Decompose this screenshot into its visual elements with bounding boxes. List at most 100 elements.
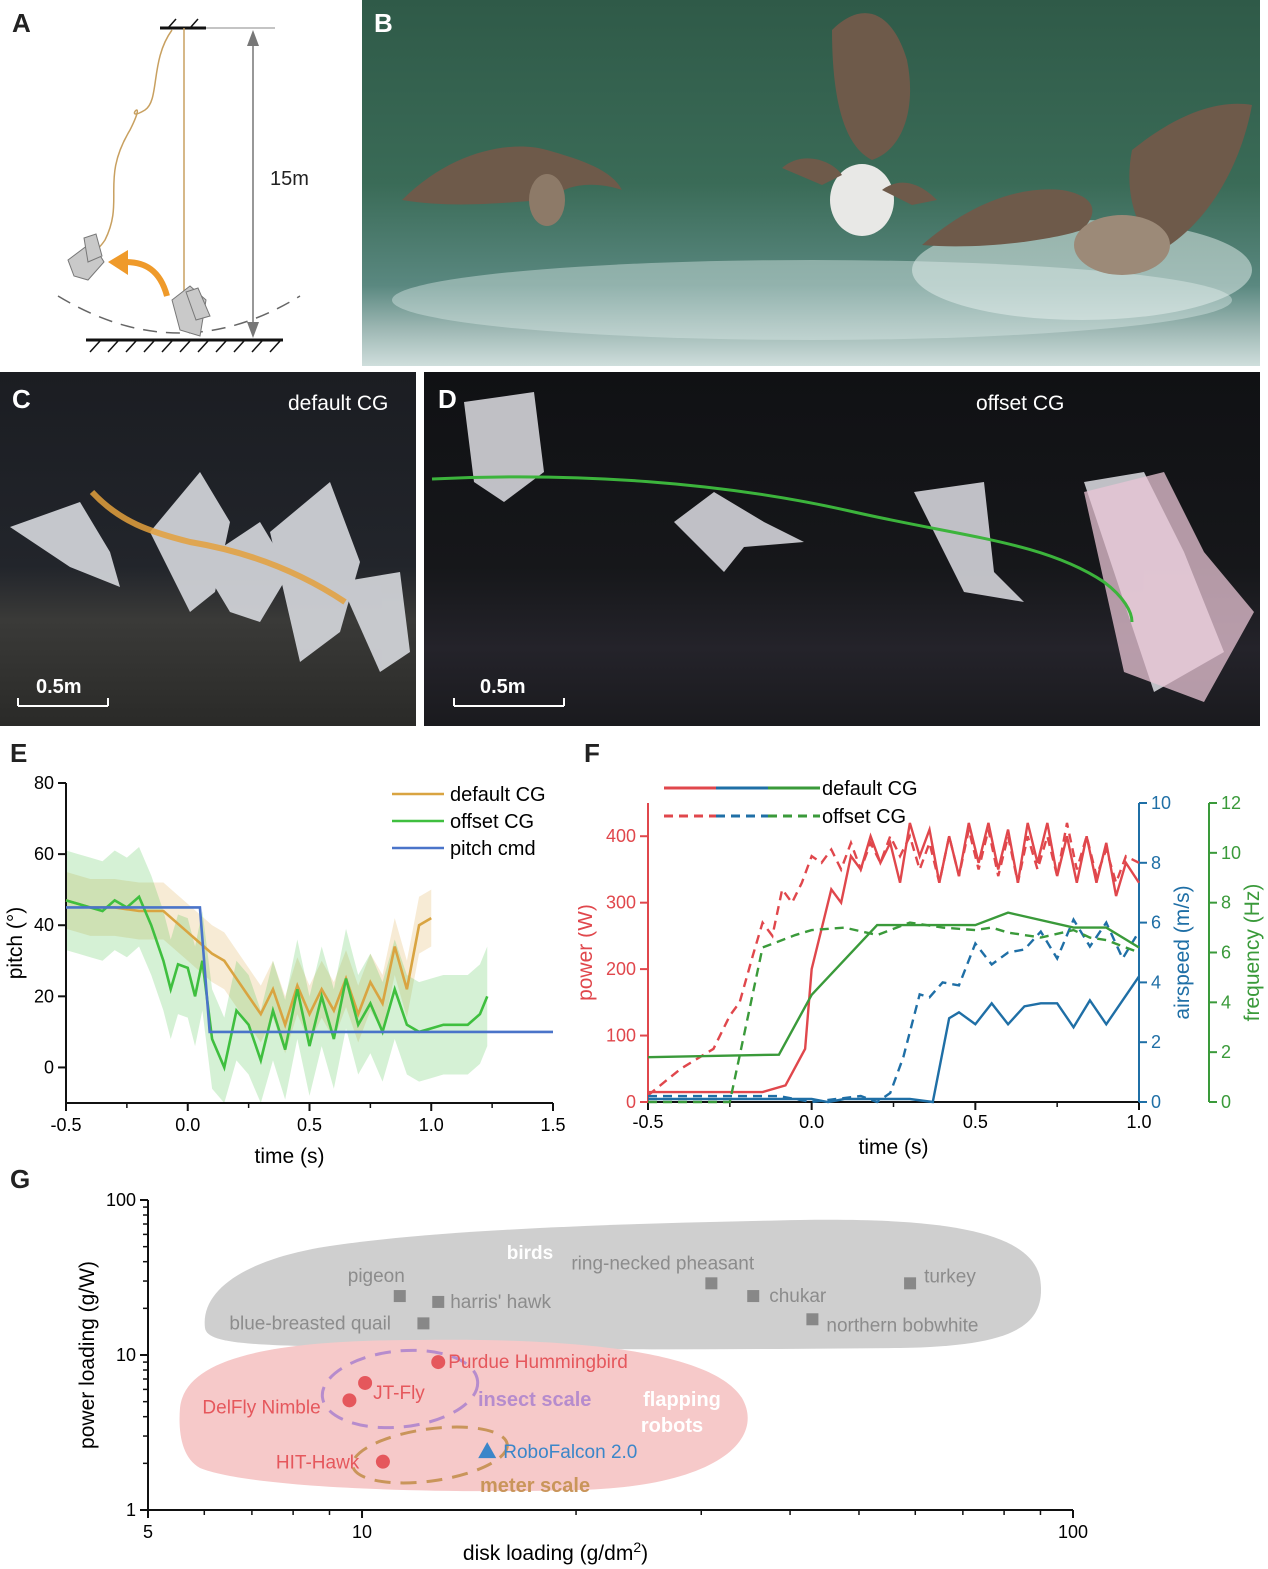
f-tick-power-w: 0 — [626, 1092, 636, 1112]
e-y-tick: 0 — [44, 1057, 54, 1077]
label-ring-necked-pheasant: ring-necked pheasant — [571, 1253, 754, 1274]
label-robofalcon-2-0: RoboFalcon 2.0 — [503, 1442, 637, 1463]
panel-b-photo: B — [362, 0, 1260, 366]
point-turkey — [904, 1277, 917, 1290]
e-x-tick: -0.5 — [50, 1115, 81, 1135]
panel-f-label: F — [584, 738, 600, 768]
f-tick-frequency-hz: 8 — [1221, 893, 1231, 913]
f-x-tick: -0.5 — [632, 1112, 663, 1132]
insect-scale-label: insect scale — [478, 1389, 591, 1411]
loading-scatter-chart: birds flapping robots insect scale meter sca… — [76, 1190, 1088, 1565]
f-tick-airspeed-m-s: 8 — [1151, 853, 1161, 873]
e-legend-label: offset CG — [450, 811, 534, 833]
f-line-default-cg-power — [648, 822, 1141, 1094]
insect-scale-region — [320, 1348, 480, 1430]
g-y-tick: 10 — [116, 1345, 136, 1365]
panel-d-caption: offset CG — [976, 392, 1065, 415]
point-purdue-hummingbird — [431, 1355, 446, 1370]
point-delfly-nimble — [342, 1393, 357, 1408]
f-legend-label: offset CG — [822, 806, 906, 828]
f-tick-frequency-hz: 0 — [1221, 1092, 1231, 1112]
default-cg-trajectory — [10, 472, 410, 707]
e-legend-label: pitch cmd — [450, 838, 536, 860]
panel-c-photo: C default CG 0.5m — [0, 372, 416, 726]
robots-group-label: flapping — [643, 1389, 721, 1411]
f-tick-frequency-hz: 12 — [1221, 793, 1241, 813]
panel-d-label: D — [438, 384, 457, 414]
g-y-tick: 100 — [106, 1190, 136, 1210]
birds-region — [204, 1219, 1042, 1350]
e-x-tick: 1.0 — [419, 1115, 444, 1135]
panel-c-caption: default CG — [288, 392, 389, 415]
f-label-airspeed-m-s: airspeed (m/s) — [1171, 885, 1194, 1019]
f-x-tick: 0.5 — [963, 1112, 988, 1132]
label-turkey: turkey — [924, 1266, 976, 1287]
point-northern-bobwhite — [806, 1313, 819, 1326]
point-pigeon — [393, 1290, 406, 1303]
f-tick-frequency-hz: 2 — [1221, 1042, 1231, 1062]
g-x-tick: 100 — [1058, 1522, 1088, 1542]
robots-region — [179, 1339, 748, 1492]
f-line-offset-cg-airspeed — [648, 916, 1141, 1104]
meter-scale-region — [351, 1425, 509, 1485]
g-y-label: power loading (g/W) — [76, 1261, 99, 1449]
e-x-tick: 1.5 — [540, 1115, 565, 1135]
f-tick-frequency-hz: 6 — [1221, 943, 1231, 963]
e-y-label: pitch (°) — [4, 907, 27, 980]
f-tick-airspeed-m-s: 6 — [1151, 913, 1161, 933]
label-northern-bobwhite: northern bobwhite — [826, 1315, 978, 1336]
panel-a: A — [0, 0, 358, 366]
f-x-tick: 0.0 — [799, 1112, 824, 1132]
f-label-power-w: power (W) — [578, 904, 597, 1001]
point-harris-hawk — [432, 1295, 445, 1308]
point-robofalcon-2-0 — [478, 1442, 497, 1459]
point-ring-necked-pheasant — [705, 1277, 718, 1290]
height-label: 15m — [270, 168, 309, 190]
label-chukar: chukar — [769, 1286, 827, 1307]
panel-g-label: G — [10, 1164, 31, 1194]
f-tick-frequency-hz: 4 — [1221, 992, 1231, 1012]
e-line-default-cg — [65, 899, 432, 1029]
label-delfly-nimble: DelFly Nimble — [202, 1397, 320, 1418]
point-hit-hawk — [375, 1454, 390, 1469]
f-tick-airspeed-m-s: 4 — [1151, 972, 1161, 992]
perching-diagram — [57, 18, 301, 353]
f-line-offset-cg-power — [647, 822, 1140, 1097]
birds-group-label: birds — [507, 1243, 553, 1264]
panel-d-scale: 0.5m — [480, 676, 526, 698]
f-tick-airspeed-m-s: 2 — [1151, 1032, 1161, 1052]
g-x-label: disk loading (g/dm2) — [463, 1539, 648, 1565]
f-tick-power-w: 200 — [606, 959, 636, 979]
f-line-default-cg-airspeed — [648, 975, 1140, 1104]
e-band-offset-cg — [66, 847, 488, 1103]
panel-d-photo: D offset CG 0.5m — [424, 372, 1260, 726]
f-legend-label: default CG — [822, 778, 918, 800]
e-y-tick: 20 — [34, 986, 54, 1006]
label-jt-fly: JT-Fly — [373, 1383, 425, 1404]
e-y-tick: 40 — [34, 915, 54, 935]
f-tick-airspeed-m-s: 10 — [1151, 793, 1171, 813]
f-tick-power-w: 100 — [606, 1026, 636, 1046]
offset-cg-trajectory — [431, 392, 1254, 707]
point-chukar — [747, 1290, 760, 1303]
f-tick-power-w: 300 — [606, 893, 636, 913]
label-blue-breasted-quail: blue-breasted quail — [229, 1313, 391, 1334]
e-line-pitch-cmd — [66, 906, 553, 1034]
f-line-default-cg-frequency — [647, 911, 1140, 1059]
g-x-tick: 5 — [143, 1522, 153, 1542]
pitch-chart: -0.5 0.0 0.5 1.0 1.5 0 20 40 60 80 time (s) pitch (… — [4, 773, 566, 1168]
panel-b-label: B — [374, 8, 393, 38]
panel-e-label: E — [10, 738, 28, 768]
osprey-sequence — [392, 13, 1252, 340]
e-y-tick: 80 — [34, 773, 54, 793]
label-pigeon: pigeon — [348, 1266, 405, 1287]
point-jt-fly — [358, 1375, 373, 1390]
e-legend-label: default CG — [450, 784, 546, 806]
panel-c-scale: 0.5m — [36, 676, 82, 698]
f-tick-frequency-hz: 10 — [1221, 843, 1241, 863]
label-harris-hawk: harris' hawk — [450, 1292, 551, 1313]
meter-scale-label: meter scale — [480, 1475, 590, 1497]
f-x-label: time (s) — [859, 1136, 929, 1159]
f-label-frequency-hz: frequency (Hz) — [1241, 884, 1264, 1022]
